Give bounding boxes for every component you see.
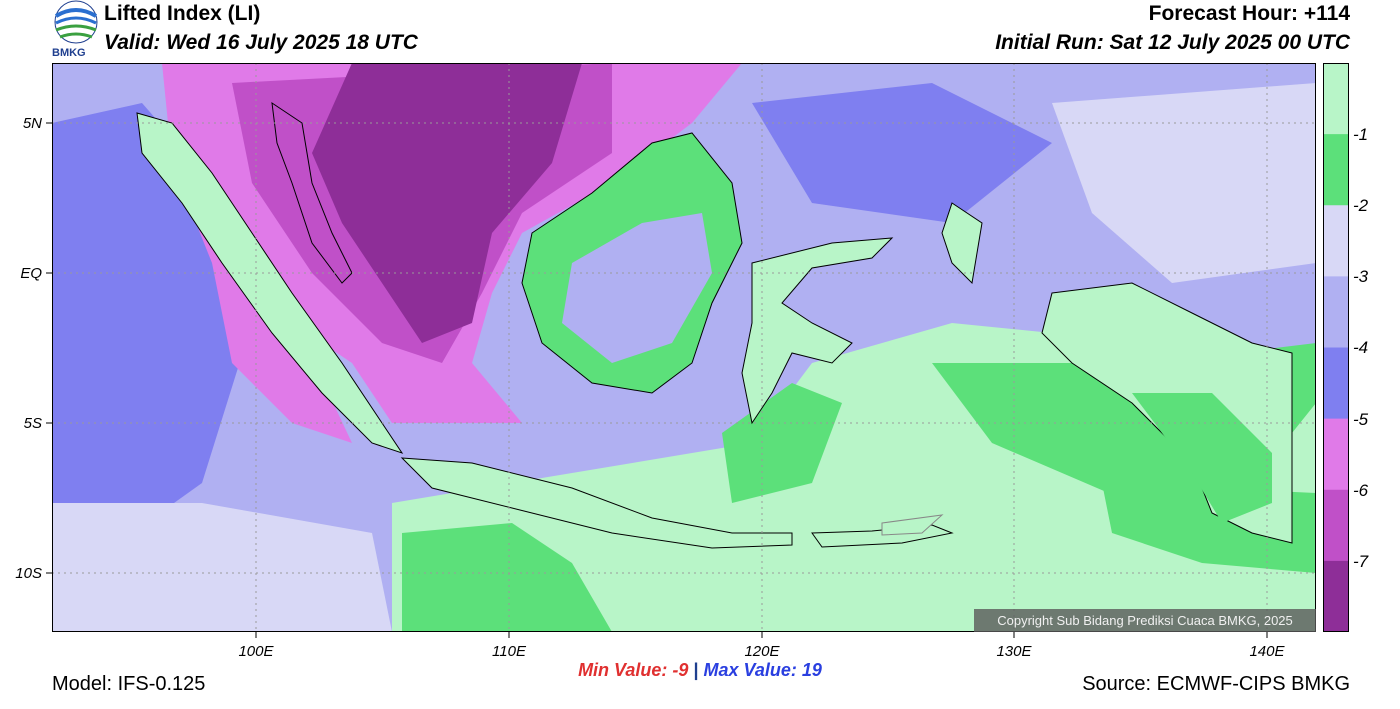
initial-run: Initial Run: Sat 12 July 2025 00 UTC	[995, 31, 1350, 54]
colorbar-band	[1323, 347, 1349, 420]
chart-title: Lifted Index (LI)	[104, 2, 261, 25]
java-island	[400, 457, 793, 549]
li-map	[52, 63, 1316, 632]
lon-axis: 100E 110E 120E 130E 140E	[238, 632, 1286, 660]
colorbar-band	[1323, 560, 1349, 632]
colorbar-band	[1323, 134, 1349, 206]
colorbar-label-1: -1	[1353, 125, 1368, 144]
model-info: Model: IFS-0.125	[52, 673, 206, 695]
green-patch-south-west	[402, 523, 612, 632]
max-value: 19	[801, 660, 822, 680]
min-label: Min Value:	[578, 660, 668, 680]
colorbar-label-2: -2	[1353, 196, 1369, 215]
colorbar-band	[1323, 276, 1349, 349]
lat-label-eq: EQ	[20, 265, 42, 282]
colorbar-label-6: -6	[1353, 481, 1369, 500]
colorbar-band	[1323, 205, 1349, 277]
lon-label-140e: 140E	[1249, 643, 1285, 660]
valid-time: Valid: Wed 16 July 2025 18 UTC	[104, 31, 418, 54]
lat-label-5n: 5N	[23, 115, 42, 132]
lat-label-10s: 10S	[15, 565, 42, 582]
lavender-region-pacific	[1052, 83, 1316, 283]
lon-label-110e: 110E	[492, 643, 527, 660]
lat-label-5s: 5S	[24, 415, 42, 432]
new-guinea-south	[1132, 393, 1272, 523]
lon-label-120e: 120E	[744, 643, 780, 660]
purple-region	[312, 63, 582, 343]
colorbar-band	[1323, 489, 1349, 562]
pink-region-sumatra-west	[212, 263, 352, 443]
timor-island	[881, 514, 944, 536]
source-info: Source: ECMWF-CIPS BMKG	[1082, 673, 1350, 695]
forecast-hour: Forecast Hour: +114	[1148, 2, 1350, 25]
malay-peninsula	[271, 101, 353, 284]
min-max-values: Min Value: -9 | Max Value: 19	[0, 660, 1400, 681]
lavender-region-south-west	[52, 503, 392, 632]
logo-text: BMKG	[52, 47, 86, 59]
colorbar-label-4: -4	[1353, 338, 1368, 357]
colorbar-labels: -1 -2 -3 -4 -5 -6 -7	[1353, 125, 1369, 571]
halmahera-island	[941, 202, 983, 285]
min-value: -9	[672, 660, 689, 680]
sulawesi-island	[741, 237, 894, 425]
lon-label-130e: 130E	[996, 643, 1032, 660]
borneo-interior	[562, 213, 712, 363]
lat-axis: 5N EQ 5S 10S	[15, 115, 52, 582]
copyright-notice: Copyright Sub Bidang Prediksi Cuaca BMKG…	[974, 609, 1316, 632]
colorbar	[1323, 63, 1349, 632]
blue-region-north-east	[752, 83, 1052, 223]
sumatra-island	[136, 112, 404, 454]
colorbar-band	[1323, 63, 1349, 135]
bmkg-logo	[54, 0, 98, 44]
min-max-separator: |	[693, 660, 699, 680]
colorbar-label-7: -7	[1353, 552, 1369, 571]
colorbar-label-3: -3	[1353, 267, 1369, 286]
lon-label-100e: 100E	[238, 643, 274, 660]
colorbar-band	[1323, 418, 1349, 491]
colorbar-label-5: -5	[1353, 410, 1369, 429]
gridlines	[52, 63, 1316, 632]
max-label: Max Value:	[703, 660, 797, 680]
map-frame	[52, 63, 1316, 632]
